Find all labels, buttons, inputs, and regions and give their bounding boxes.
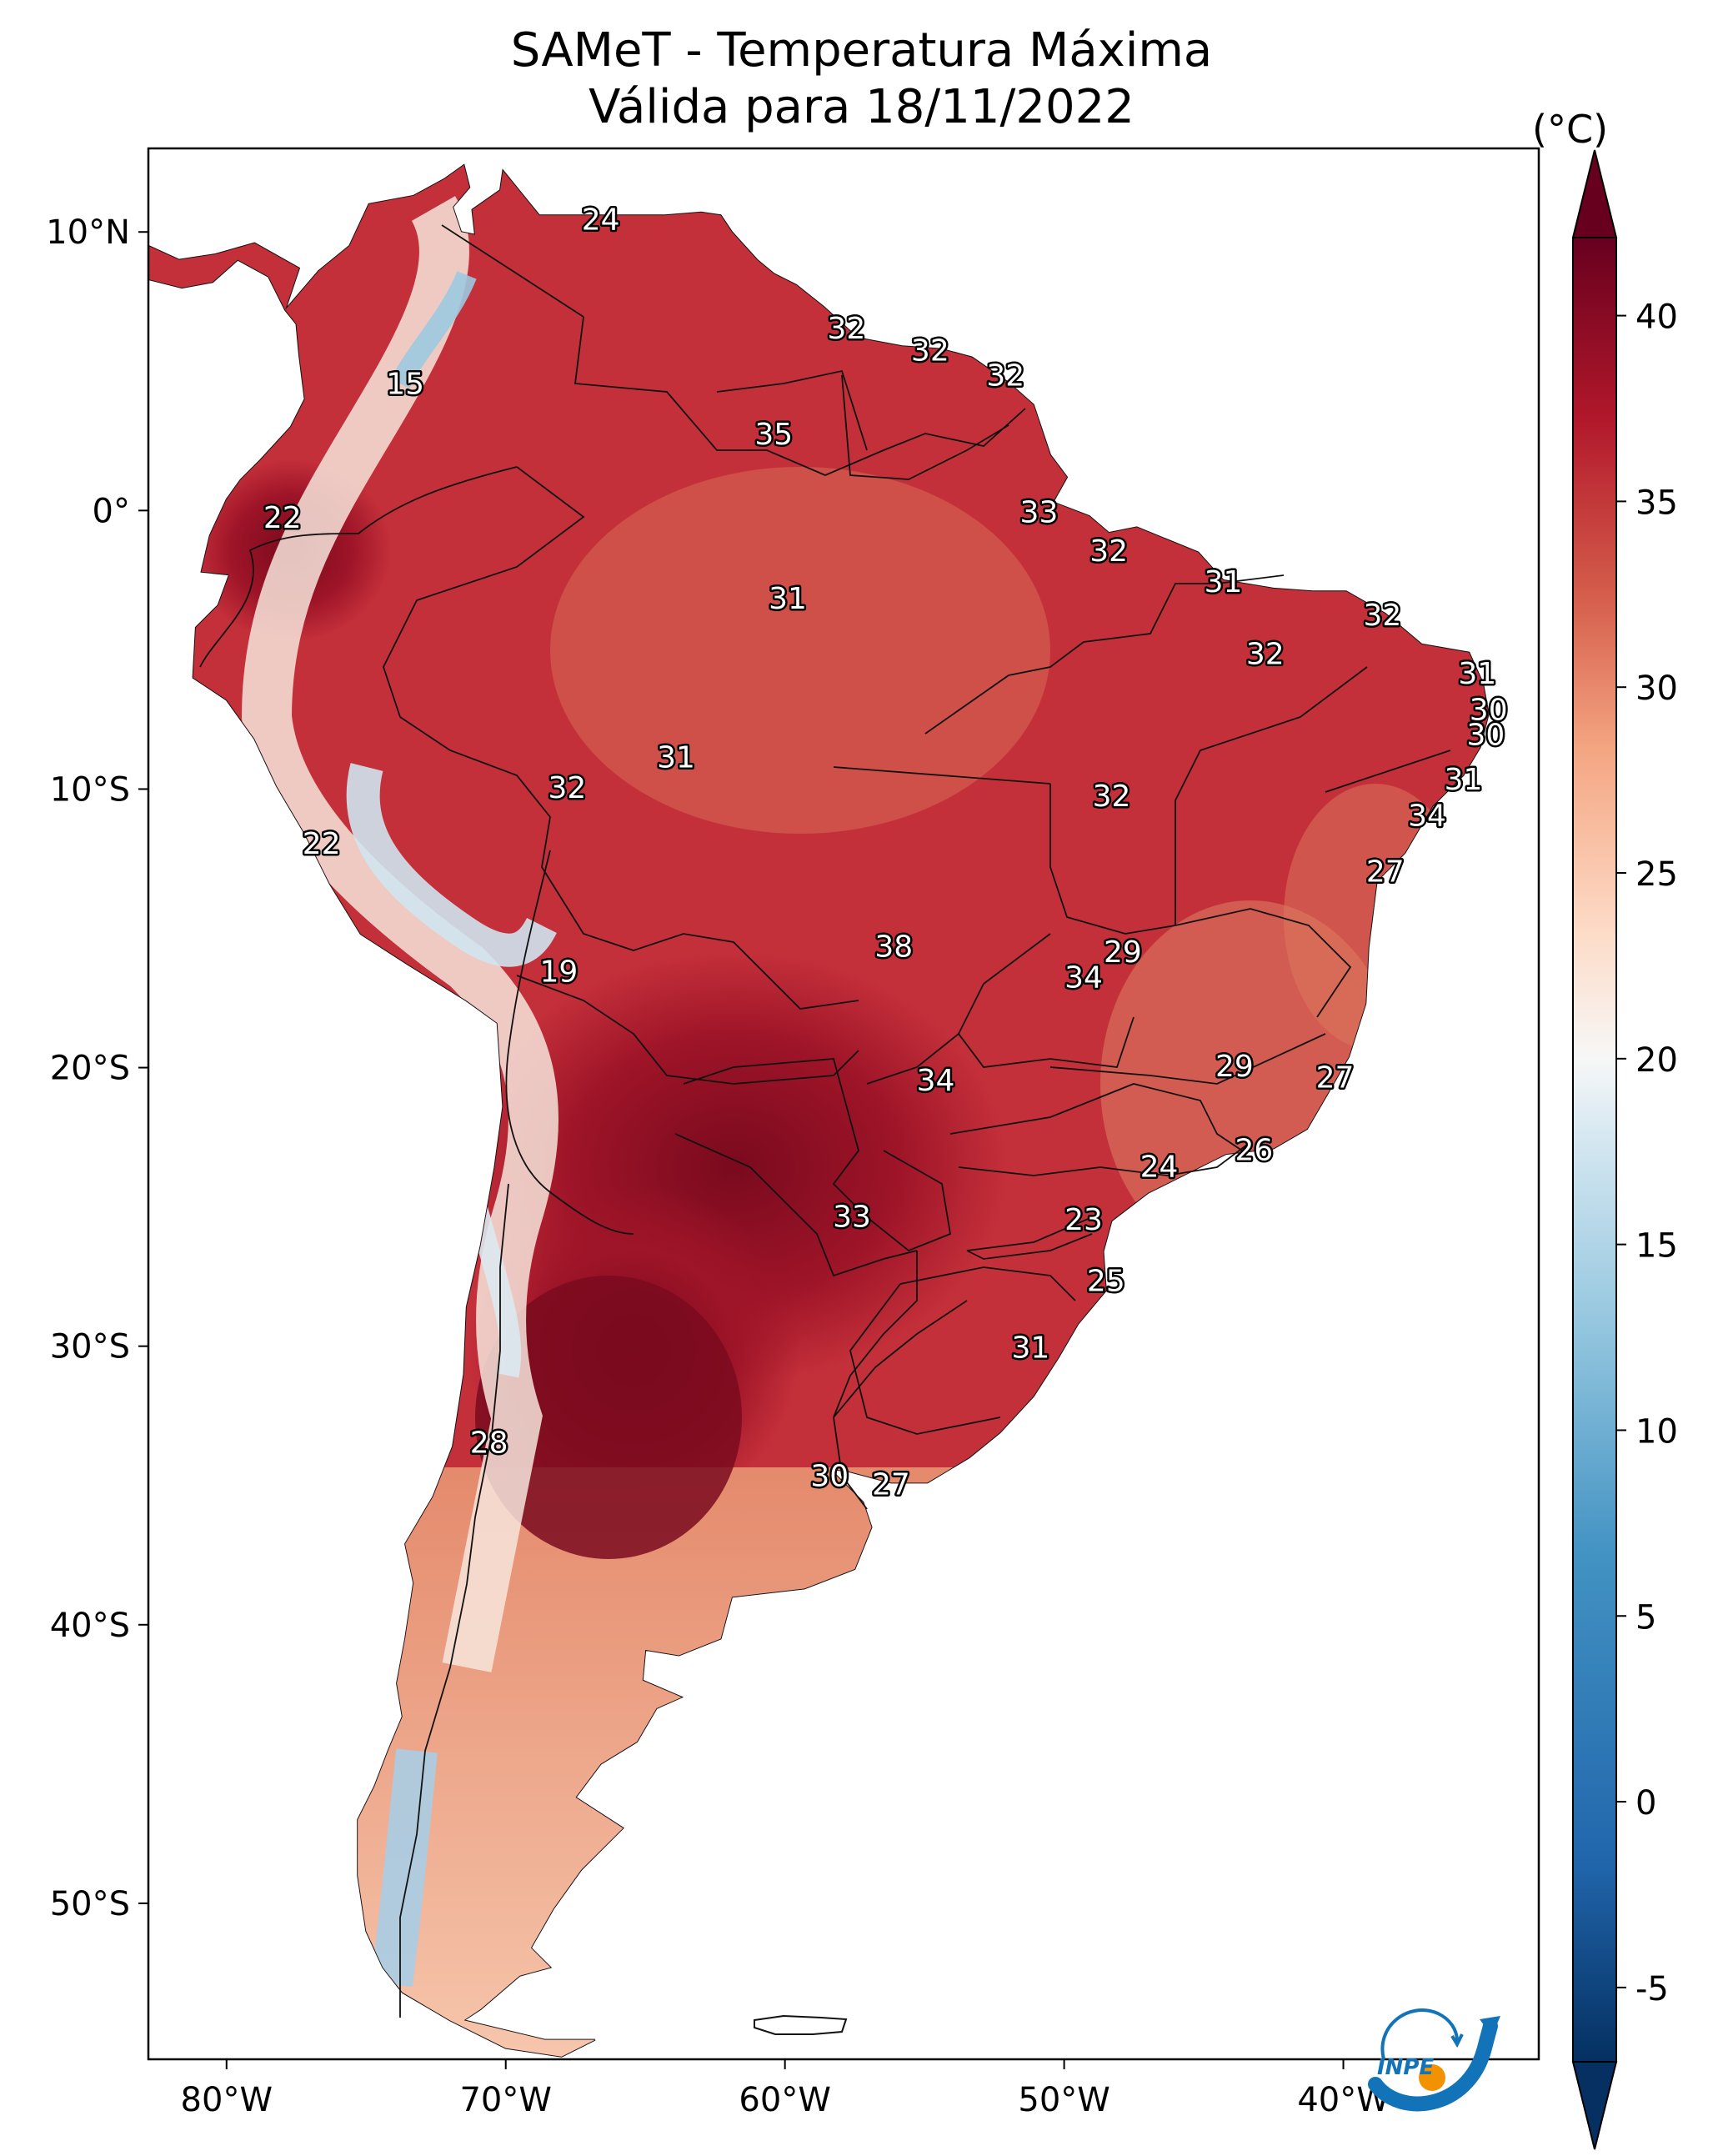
colorbar-tick-label: 15 — [1635, 1227, 1678, 1266]
country-borders — [199, 224, 1451, 2018]
lat-tick-label: 20°S — [50, 1050, 130, 1088]
colorbar-max-extension — [1571, 149, 1618, 238]
station-temperature-label: 34 — [1064, 960, 1103, 995]
station-temperature-label: 32 — [827, 312, 865, 346]
station-temperature-label: 32 — [1089, 534, 1128, 569]
colorbar-gradient — [1572, 237, 1617, 2063]
colorbar-tick-label: 20 — [1635, 1041, 1678, 1080]
station-temperature-label: 31 — [769, 582, 807, 616]
station-temperature-label: 29 — [1215, 1050, 1254, 1084]
station-temperature-label: 26 — [1235, 1133, 1273, 1167]
station-temperature-label: 31 — [1445, 763, 1483, 797]
lat-tick-label: 40°S — [50, 1607, 130, 1645]
colorbar: 40 35 30 25 20 15 10 5 0 -5 — [1571, 149, 1678, 2150]
station-temperature-label: 22 — [303, 827, 341, 861]
colorbar-tick-label: 0 — [1635, 1784, 1656, 1823]
lon-tick-label: 70°W — [459, 2081, 551, 2119]
station-temperature-label: 31 — [1458, 657, 1496, 691]
station-temperature-label: 19 — [539, 955, 578, 990]
station-temperature-label: 27 — [1316, 1061, 1355, 1096]
colorbar-tick-label: 35 — [1635, 484, 1678, 522]
colorbar-tick-label: -5 — [1635, 1970, 1669, 2008]
station-temperature-label: 23 — [1064, 1203, 1103, 1237]
lat-tick-label: 0° — [93, 492, 130, 530]
station-temperature-label: 38 — [874, 930, 913, 965]
station-temperature-label: 30 — [810, 1459, 849, 1493]
inpe-logo: INPE — [1368, 2008, 1500, 2112]
station-temperature-label: 31 — [657, 740, 695, 775]
station-temperature-label: 33 — [833, 1201, 871, 1235]
station-temperature-label: 32 — [1364, 599, 1402, 633]
lat-tick-label: 30°S — [50, 1328, 130, 1366]
station-temperature-label: 31 — [1205, 565, 1243, 599]
map-frame — [147, 147, 1540, 2061]
station-temperature-label: 27 — [872, 1467, 910, 1502]
lat-tick-label: 10°N — [46, 213, 130, 252]
lat-tick-label: 10°S — [50, 770, 130, 809]
station-temperature-label: 30 — [1466, 719, 1505, 753]
logo-text: INPE — [1377, 2055, 1434, 2080]
colorbar-unit-label: (°C) — [1532, 107, 1609, 152]
station-temperature-label: 35 — [754, 418, 793, 452]
station-temperature-label: 15 — [386, 368, 424, 402]
lon-tick-label: 60°W — [739, 2081, 830, 2119]
station-temperature-label: 32 — [986, 359, 1024, 394]
station-temperature-label: 28 — [470, 1426, 508, 1460]
colorbar-tick-label: 5 — [1635, 1598, 1656, 1637]
station-temperature-label: 33 — [1020, 495, 1059, 529]
colorbar-min-extension — [1571, 2061, 1618, 2150]
latitude-axis: 10°N 0° 10°S 20°S 30°S 40°S 50°S — [46, 213, 148, 1923]
lon-tick-label: 50°W — [1018, 2081, 1109, 2119]
station-temperature-label: 31 — [1012, 1331, 1050, 1366]
station-temperature-label: 32 — [1246, 638, 1285, 672]
station-temperature-label: 27 — [1366, 855, 1405, 889]
map-title: SAMeT - Temperatura Máxima — [510, 23, 1213, 78]
station-temperature-label: 30 — [1470, 694, 1508, 728]
colorbar-tick-label: 25 — [1635, 855, 1678, 894]
station-temperature-label: 29 — [1104, 935, 1142, 970]
station-temperature-label: 32 — [548, 771, 587, 805]
longitude-axis: 80°W 70°W 60°W 50°W 40°W — [181, 2059, 1390, 2119]
station-temperature-label: 24 — [1140, 1151, 1179, 1185]
colorbar-tick-label: 10 — [1635, 1412, 1678, 1451]
colorbar-ticks: 40 35 30 25 20 15 10 5 0 -5 — [1616, 298, 1678, 2008]
station-temperature-label: 25 — [1087, 1264, 1125, 1298]
colorbar-tick-label: 40 — [1635, 298, 1678, 337]
station-temperature-label: 22 — [263, 501, 302, 535]
station-temperature-label: 32 — [911, 334, 949, 369]
station-temperature-label: 24 — [582, 203, 620, 238]
station-temperature-label: 32 — [1093, 780, 1131, 814]
lon-tick-label: 80°W — [181, 2081, 273, 2119]
station-temperature-label: 34 — [1408, 800, 1446, 834]
colorbar-tick-label: 30 — [1635, 669, 1678, 708]
station-temperature-label: 34 — [917, 1064, 955, 1098]
map-subtitle: Válida para 18/11/2022 — [589, 80, 1134, 134]
lat-tick-label: 50°S — [50, 1885, 130, 1923]
